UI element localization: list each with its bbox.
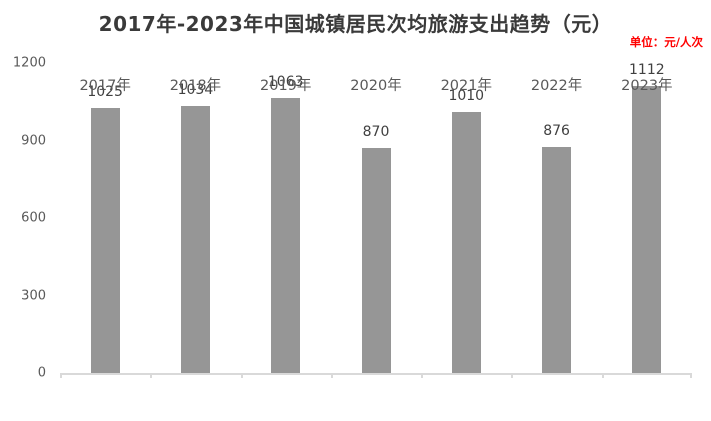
y-axis-tick-label: 900	[21, 133, 46, 148]
x-axis-tick-label: 2021年	[440, 78, 492, 94]
bar	[271, 98, 301, 373]
x-axis-tick-label: 2017年	[79, 78, 131, 94]
bar	[451, 112, 481, 373]
y-axis: 0 300 600 900 1200	[0, 0, 48, 421]
x-axis-tick-mark	[690, 373, 692, 378]
y-axis-tick-label: 1200	[12, 55, 46, 71]
bar-value-label: 1034	[177, 81, 214, 98]
bar-value-label: 876	[543, 122, 570, 139]
x-axis-tick-label: 2023年	[621, 78, 673, 94]
unit-label: 单位：元/人次	[629, 35, 703, 49]
bar-value-label: 870	[362, 124, 390, 141]
x-axis-tick-mark	[330, 373, 333, 378]
x-axis-tick-mark	[240, 373, 243, 378]
bar	[361, 148, 391, 373]
x-axis-tick-mark	[150, 373, 153, 378]
plot-area: 1025 2017年 1034 2018年 1063 2019年 870 2020年 1010 2…	[60, 61, 692, 378]
x-axis-tick-mark	[421, 373, 424, 378]
y-axis-tick-label: 600	[21, 210, 46, 226]
chart-title: 2017年-2023年中国城镇居民次均旅游支出趋势（元）	[98, 12, 613, 36]
bar	[632, 85, 662, 373]
bar-value-label: 1063	[267, 74, 304, 91]
bar-value-label: 1025	[87, 84, 123, 101]
x-axis-tick-mark	[601, 373, 604, 378]
x-axis-line	[60, 373, 692, 378]
x-axis-tick-mark	[511, 373, 514, 378]
x-axis-tick-label: 2018年	[169, 78, 222, 94]
bar-value-label: 1010	[448, 88, 485, 105]
bar-value-label: 1112	[629, 61, 665, 78]
x-axis-tick-mark	[60, 373, 62, 378]
x-axis-tick-label: 2019年	[260, 78, 312, 94]
y-axis-tick-label: 300	[21, 288, 46, 303]
bar	[180, 105, 210, 373]
y-axis-tick-label: 0	[37, 365, 46, 381]
x-axis-tick-label: 2020年	[350, 78, 402, 94]
bar	[90, 108, 120, 373]
bar	[542, 146, 572, 373]
x-axis-tick-label: 2022年	[530, 78, 583, 94]
